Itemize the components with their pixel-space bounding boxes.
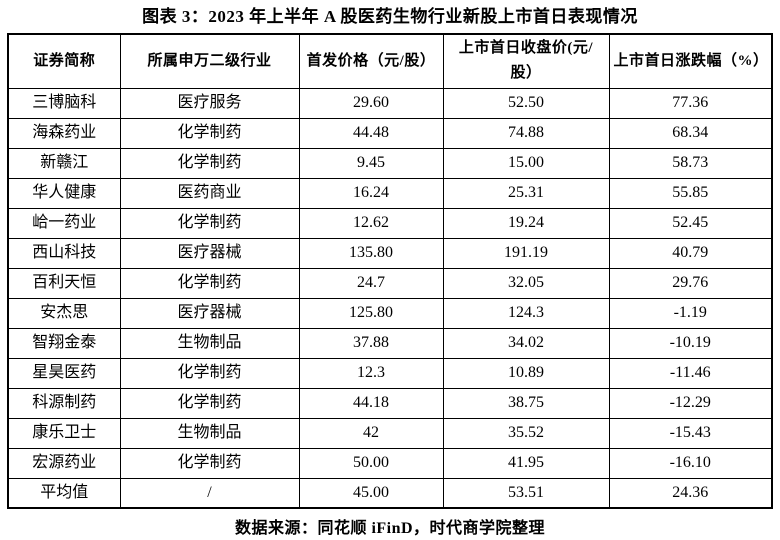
cell-first-day-close: 10.89	[442, 357, 610, 389]
cell-first-day-close: 52.50	[442, 87, 610, 119]
column-header-ipo-price: 首发价格（元/股）	[298, 33, 444, 89]
cell-security-name: 科源制药	[7, 387, 121, 419]
cell-ipo-price: 42	[298, 417, 444, 449]
cell-ipo-price: 16.24	[298, 177, 444, 209]
cell-ipo-price: 24.7	[298, 267, 444, 299]
table-row: 宏源药业 化学制药 50.00 41.95 -16.10	[7, 447, 773, 479]
cell-security-name: 星昊医药	[7, 357, 121, 389]
cell-security-name: 平均值	[7, 477, 121, 509]
cell-first-day-close: 19.24	[442, 207, 610, 239]
cell-first-day-close: 34.02	[442, 327, 610, 359]
cell-industry: 医药商业	[119, 177, 300, 209]
cell-security-name: 华人健康	[7, 177, 121, 209]
table-row: 海森药业 化学制药 44.48 74.88 68.34	[7, 117, 773, 149]
cell-first-day-change: -12.29	[608, 387, 773, 419]
header-row: 证券简称 所属申万二级行业 首发价格（元/股） 上市首日收盘价(元/股） 上市首…	[7, 33, 773, 89]
cell-first-day-change: -15.43	[608, 417, 773, 449]
cell-ipo-price: 12.3	[298, 357, 444, 389]
cell-industry: 医疗器械	[119, 237, 300, 269]
cell-security-name: 新赣江	[7, 147, 121, 179]
cell-industry: 化学制药	[119, 147, 300, 179]
cell-first-day-close: 124.3	[442, 297, 610, 329]
column-header-industry: 所属申万二级行业	[119, 33, 300, 89]
column-header-first-day-close: 上市首日收盘价(元/股）	[442, 33, 610, 89]
cell-ipo-price: 44.18	[298, 387, 444, 419]
ipo-performance-table: 证券简称 所属申万二级行业 首发价格（元/股） 上市首日收盘价(元/股） 上市首…	[7, 33, 773, 509]
cell-security-name: 三博脑科	[7, 87, 121, 119]
cell-first-day-close: 41.95	[442, 447, 610, 479]
cell-first-day-change: -10.19	[608, 327, 773, 359]
cell-first-day-change: 68.34	[608, 117, 773, 149]
cell-security-name: 峆一药业	[7, 207, 121, 239]
cell-security-name: 海森药业	[7, 117, 121, 149]
cell-industry: 化学制药	[119, 117, 300, 149]
table-row: 华人健康 医药商业 16.24 25.31 55.85	[7, 177, 773, 209]
cell-security-name: 康乐卫士	[7, 417, 121, 449]
cell-industry: 生物制品	[119, 327, 300, 359]
cell-ipo-price: 12.62	[298, 207, 444, 239]
cell-first-day-close: 35.52	[442, 417, 610, 449]
average-row: 平均值/45.00 53.51 24.36	[7, 477, 773, 509]
cell-industry: 化学制药	[119, 387, 300, 419]
cell-ipo-price: 37.88	[298, 327, 444, 359]
cell-first-day-change: -11.46	[608, 357, 773, 389]
column-header-security-name: 证券简称	[7, 33, 121, 89]
cell-first-day-close: 191.19	[442, 237, 610, 269]
table-row: 三博脑科 医疗服务 29.60 52.50 77.36	[7, 87, 773, 119]
table-row: 智翔金泰 生物制品 37.88 34.02 -10.19	[7, 327, 773, 359]
table-row: 西山科技 医疗器械 135.80 191.19 40.79	[7, 237, 773, 269]
cell-security-name: 百利天恒	[7, 267, 121, 299]
cell-first-day-close: 74.88	[442, 117, 610, 149]
table-row: 科源制药 化学制药 44.18 38.75 -12.29	[7, 387, 773, 419]
cell-security-name: 西山科技	[7, 237, 121, 269]
column-header-first-day-change: 上市首日涨跌幅（%）	[608, 33, 773, 89]
cell-ipo-price: 44.48	[298, 117, 444, 149]
cell-first-day-change: 58.73	[608, 147, 773, 179]
cell-first-day-close: 53.51	[442, 477, 610, 509]
cell-ipo-price: 45.00	[298, 477, 444, 509]
cell-industry: 生物制品	[119, 417, 300, 449]
cell-ipo-price: 9.45	[298, 147, 444, 179]
table-row: 峆一药业 化学制药 12.62 19.24 52.45	[7, 207, 773, 239]
cell-industry: 医疗器械	[119, 297, 300, 329]
cell-industry: 化学制药	[119, 207, 300, 239]
cell-industry: 化学制药	[119, 447, 300, 479]
cell-first-day-change: 29.76	[608, 267, 773, 299]
cell-ipo-price: 50.00	[298, 447, 444, 479]
cell-ipo-price: 29.60	[298, 87, 444, 119]
cell-first-day-change: 52.45	[608, 207, 773, 239]
table-row: 康乐卫士 生物制品 42 35.52 -15.43	[7, 417, 773, 449]
cell-first-day-change: -16.10	[608, 447, 773, 479]
cell-first-day-change: 24.36	[608, 477, 773, 509]
table-row: 新赣江 化学制药 9.45 15.00 58.73	[7, 147, 773, 179]
cell-first-day-close: 25.31	[442, 177, 610, 209]
cell-first-day-close: 32.05	[442, 267, 610, 299]
cell-first-day-change: 55.85	[608, 177, 773, 209]
table-row: 安杰思 医疗器械 125.80 124.3 -1.19	[7, 297, 773, 329]
cell-industry: 医疗服务	[119, 87, 300, 119]
cell-industry: 化学制药	[119, 267, 300, 299]
cell-ipo-price: 125.80	[298, 297, 444, 329]
table-row: 星昊医药 化学制药 12.3 10.89 -11.46	[7, 357, 773, 389]
table-row: 百利天恒 化学制药 24.7 32.05 29.76	[7, 267, 773, 299]
cell-first-day-change: -1.19	[608, 297, 773, 329]
cell-first-day-close: 15.00	[442, 147, 610, 179]
cell-ipo-price: 135.80	[298, 237, 444, 269]
figure-title: 图表 3：2023 年上半年 A 股医药生物行业新股上市首日表现情况	[142, 7, 638, 26]
cell-security-name: 宏源药业	[7, 447, 121, 479]
cell-security-name: 智翔金泰	[7, 327, 121, 359]
cell-first-day-change: 77.36	[608, 87, 773, 119]
cell-security-name: 安杰思	[7, 297, 121, 329]
data-source-note: 数据来源：同花顺 iFinD，时代商学院整理	[234, 520, 546, 537]
cell-first-day-close: 38.75	[442, 387, 610, 419]
cell-first-day-change: 40.79	[608, 237, 773, 269]
cell-industry: 化学制药	[119, 357, 300, 389]
cell-industry: /	[119, 477, 300, 509]
